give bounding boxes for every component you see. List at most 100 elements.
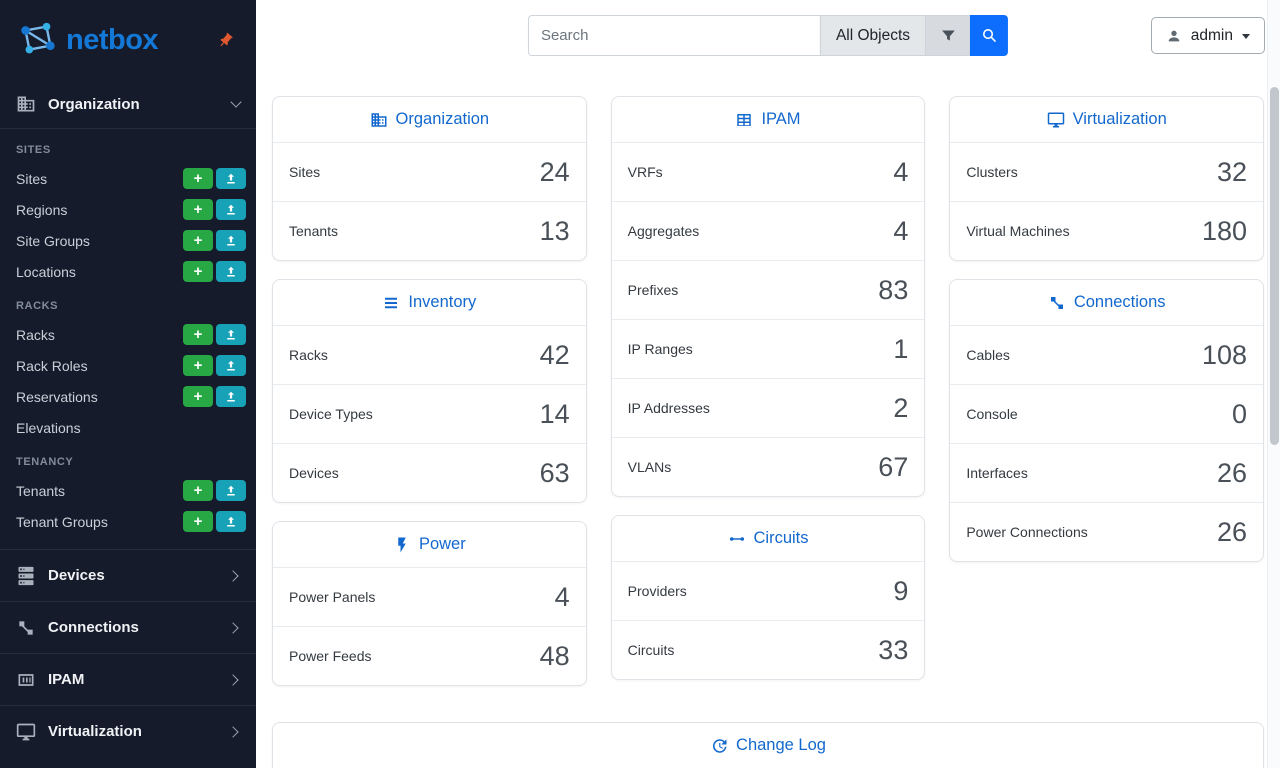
import-button[interactable] <box>216 168 246 189</box>
group-title-tenancy: TENANCY <box>16 456 74 468</box>
stat-label[interactable]: Power Feeds <box>289 648 372 664</box>
import-button[interactable] <box>216 324 246 345</box>
sidebar-item-racks[interactable]: Racks + <box>0 319 256 350</box>
netbox-logo-icon <box>16 19 58 61</box>
power-card-header[interactable]: Power <box>273 522 586 567</box>
monitor-icon <box>1047 112 1064 127</box>
card-title: Connections <box>1073 293 1166 311</box>
stat-row: VRFs 4 <box>611 142 925 201</box>
import-button[interactable] <box>216 355 246 376</box>
sidebar-item-connections[interactable]: Connections <box>0 601 256 653</box>
search-input[interactable] <box>527 15 821 56</box>
scrollbar-thumb[interactable] <box>1270 87 1279 445</box>
stat-value: 1 <box>893 334 909 364</box>
stat-label[interactable]: Power Connections <box>966 524 1088 540</box>
stat-value: 42 <box>539 340 570 370</box>
import-button[interactable] <box>216 230 246 251</box>
stat-label[interactable]: Circuits <box>627 642 675 658</box>
add-button[interactable]: + <box>183 355 213 376</box>
sidebar-item-regions[interactable]: Regions + <box>0 194 256 225</box>
add-button[interactable]: + <box>183 168 213 189</box>
stat-label[interactable]: Tenants <box>289 223 339 239</box>
power-card: Power Power Panels 4 Power Feeds 48 <box>272 521 587 686</box>
stat-label[interactable]: Providers <box>627 583 687 599</box>
stat-label[interactable]: Power Panels <box>289 589 376 605</box>
search-icon <box>982 29 996 43</box>
stat-label[interactable]: Sites <box>289 164 321 180</box>
stat-row: Prefixes 83 <box>611 260 925 319</box>
plus-icon: + <box>193 513 203 530</box>
circuits-card-header[interactable]: Circuits <box>612 516 925 561</box>
sidebar-item-organization[interactable]: Organization <box>0 80 256 128</box>
search-button[interactable] <box>970 15 1009 56</box>
add-button[interactable]: + <box>183 386 213 407</box>
stat-label[interactable]: Interfaces <box>966 465 1028 481</box>
virtualization-card-header[interactable]: Virtualization <box>950 97 1263 142</box>
filter-button[interactable] <box>925 15 972 56</box>
sidebar-item-site-groups[interactable]: Site Groups + <box>0 225 256 256</box>
user-menu-button[interactable]: admin <box>1150 17 1265 54</box>
sidebar-item-devices[interactable]: Devices <box>0 549 256 601</box>
sidebar-item-locations[interactable]: Locations + <box>0 256 256 287</box>
add-button[interactable]: + <box>183 230 213 251</box>
sidebar-item-ipam[interactable]: IPAM <box>0 653 256 705</box>
connections-card-header[interactable]: Connections <box>950 280 1263 325</box>
stat-label[interactable]: Devices <box>289 465 339 481</box>
card-title: Circuits <box>753 529 809 547</box>
add-button[interactable]: + <box>183 324 213 345</box>
stat-label[interactable]: Clusters <box>966 164 1018 180</box>
organization-card-header[interactable]: Organization <box>273 97 586 142</box>
sidebar-item-tenants[interactable]: Tenants + <box>0 475 256 506</box>
import-button[interactable] <box>216 261 246 282</box>
import-button[interactable] <box>216 199 246 220</box>
stat-label[interactable]: IP Addresses <box>627 400 710 416</box>
ipam-card-header[interactable]: IPAM <box>612 97 925 142</box>
sidebar-item-tenant-groups[interactable]: Tenant Groups + <box>0 506 256 537</box>
stat-label[interactable]: IP Ranges <box>627 341 693 357</box>
inventory-card: Inventory Racks 42 Device Types 14 Devic… <box>272 279 587 503</box>
stat-value: 4 <box>554 582 570 612</box>
table-icon <box>737 113 752 126</box>
upload-icon <box>227 516 235 526</box>
sidebar-item-reservations[interactable]: Reservations + <box>0 381 256 412</box>
chevron-right-icon <box>227 621 239 634</box>
plus-icon: + <box>193 357 203 374</box>
sidebar-item-virtualization[interactable]: Virtualization <box>0 705 256 757</box>
add-button[interactable]: + <box>183 480 213 501</box>
caret-down-icon <box>1242 34 1250 39</box>
stat-label[interactable]: Cables <box>966 347 1010 363</box>
import-button[interactable] <box>216 511 246 532</box>
card-title: Virtualization <box>1072 110 1167 128</box>
import-button[interactable] <box>216 386 246 407</box>
add-button[interactable]: + <box>183 261 213 282</box>
stat-label[interactable]: Device Types <box>289 406 373 422</box>
stat-value: 14 <box>539 399 570 429</box>
filter-icon <box>941 30 955 41</box>
changelog-card-header[interactable]: Change Log <box>273 723 1263 768</box>
sidebar-item-elevations[interactable]: Elevations <box>0 412 256 443</box>
upload-icon <box>227 204 235 214</box>
connections-card: Connections Cables 108 Console 0 Interfa… <box>949 279 1265 562</box>
sidebar-item-label: Reservations <box>16 388 98 405</box>
import-button[interactable] <box>216 480 246 501</box>
sidebar-item-sites[interactable]: Sites + <box>0 163 256 194</box>
add-button[interactable]: + <box>183 511 213 532</box>
sidebar-item-rack-roles[interactable]: Rack Roles + <box>0 350 256 381</box>
stat-label[interactable]: Virtual Machines <box>966 223 1070 239</box>
stat-label[interactable]: Aggregates <box>627 223 700 239</box>
sidebar-item-label: Site Groups <box>16 232 90 249</box>
upload-icon <box>227 391 235 401</box>
add-button[interactable]: + <box>183 199 213 220</box>
stat-label[interactable]: Console <box>966 406 1018 422</box>
netbox-logo[interactable]: netbox <box>16 19 159 61</box>
main-scrollbar[interactable] <box>1267 0 1280 768</box>
stat-label[interactable]: VLANs <box>627 459 672 475</box>
stat-value: 0 <box>1231 399 1248 429</box>
circuits-card: Circuits Providers 9 Circuits 33 <box>610 515 926 680</box>
object-type-button[interactable]: All Objects <box>819 15 927 56</box>
inventory-card-header[interactable]: Inventory <box>273 280 586 325</box>
pin-icon[interactable] <box>214 28 238 52</box>
stat-label[interactable]: VRFs <box>627 164 663 180</box>
stat-label[interactable]: Prefixes <box>627 282 679 298</box>
stat-label[interactable]: Racks <box>289 347 328 363</box>
